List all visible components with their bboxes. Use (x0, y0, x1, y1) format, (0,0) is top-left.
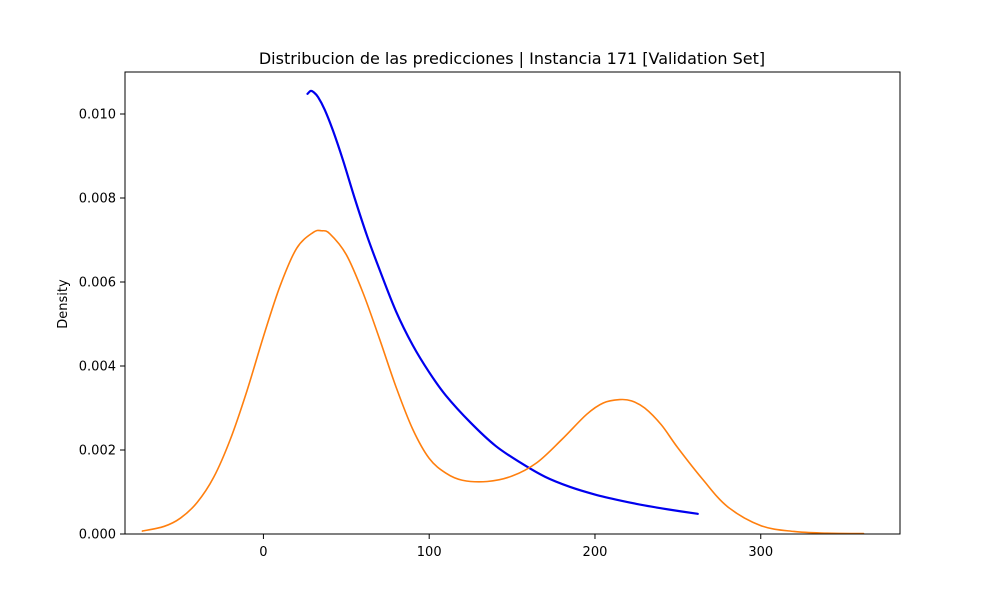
chart-title: Distribucion de las predicciones | Insta… (259, 49, 765, 68)
series-line-1 (306, 89, 699, 515)
series-line-2 (141, 229, 865, 535)
x-tick-label: 100 (417, 545, 442, 560)
axis-ticks: 0 100 200 300 0.000 0.002 0.004 0.006 0.008 0.010 (79, 108, 773, 561)
y-tick-label: 0.010 (79, 108, 116, 123)
y-axis-label: Density (56, 279, 71, 329)
y-tick-label: 0.000 (79, 528, 116, 543)
y-tick-label: 0.002 (79, 444, 116, 459)
y-tick-label: 0.004 (79, 360, 116, 375)
series-lines (141, 89, 865, 535)
plot-frame (124, 71, 901, 535)
y-tick-label: 0.008 (79, 192, 116, 207)
x-tick-label: 0 (259, 545, 267, 560)
x-tick-label: 300 (748, 545, 773, 560)
y-tick-label: 0.006 (79, 276, 116, 291)
x-tick-label: 200 (583, 545, 608, 560)
